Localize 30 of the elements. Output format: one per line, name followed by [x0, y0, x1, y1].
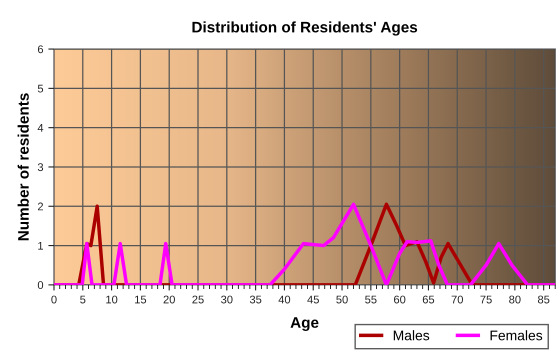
x-tick-label: 10: [106, 296, 118, 304]
chart-title: Distribution of Residents' Ages: [192, 21, 418, 36]
y-tick-label: 4: [38, 124, 44, 132]
x-tick-label: 0: [51, 296, 57, 304]
x-tick-label: 35: [250, 296, 262, 304]
y-tick-label: 3: [38, 163, 44, 172]
x-tick-label: 85: [538, 296, 550, 304]
x-tick-label: 60: [394, 296, 406, 304]
y-tick-label: 1: [38, 242, 44, 250]
x-tick-label: 45: [307, 296, 319, 304]
x-tick-label: 30: [221, 296, 233, 304]
y-tick-label: 0: [38, 281, 44, 290]
x-tick-label: 20: [164, 296, 175, 304]
x-axis-title: Age: [290, 317, 318, 331]
x-tick-label: 15: [135, 296, 146, 304]
legend-label: Males: [394, 330, 430, 340]
x-tick-label: 65: [422, 296, 434, 304]
x-tick-label: 40: [278, 296, 290, 304]
x-tick-label: 50: [336, 296, 348, 304]
y-tick-label: 6: [38, 45, 44, 54]
x-tick-label: 70: [452, 296, 463, 304]
legend-label: Females: [490, 330, 542, 340]
x-tick-label: 75: [480, 296, 492, 304]
y-tick-label: 2: [38, 202, 44, 210]
x-tick-label: 80: [509, 296, 521, 304]
x-tick-label: 25: [192, 296, 204, 304]
y-axis-title: Number of residents: [18, 93, 29, 240]
y-tick-label: 5: [38, 84, 44, 93]
x-tick-label: 55: [365, 296, 377, 304]
x-tick-label: 5: [80, 296, 86, 304]
